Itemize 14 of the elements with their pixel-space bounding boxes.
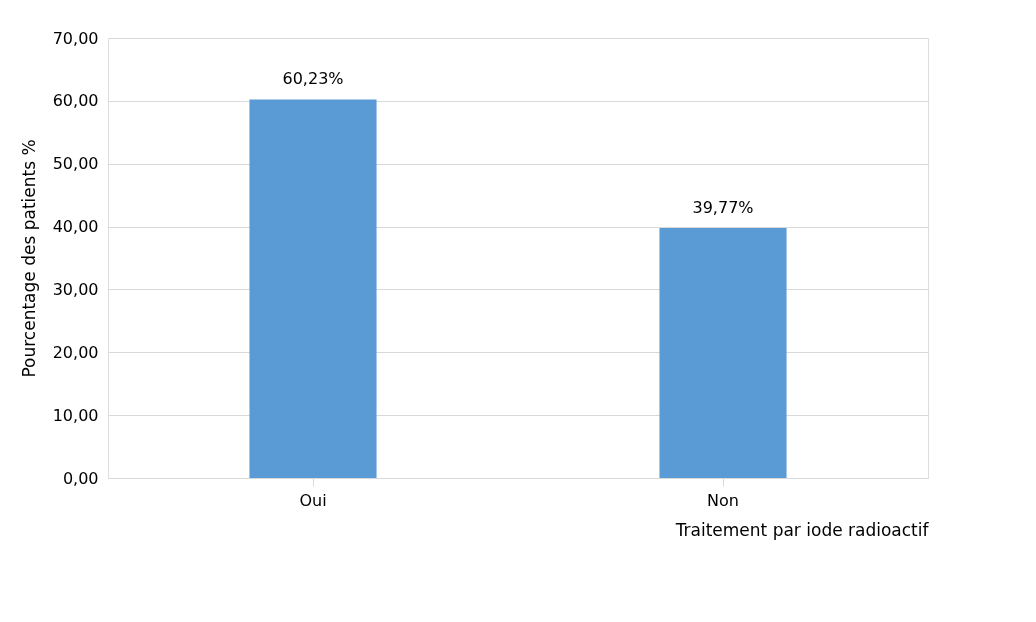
x-tick-label: Non: [707, 490, 739, 510]
y-tick-label: 40,00: [52, 217, 99, 237]
y-tick-label: 60,00: [52, 91, 99, 111]
y-tick-label: 20,00: [52, 342, 99, 362]
y-tick-label: 50,00: [52, 154, 99, 174]
data-label: 60,23%: [282, 69, 344, 89]
y-tick-label: 30,00: [52, 279, 99, 299]
y-axis-title: Pourcentage des patients %: [18, 139, 39, 378]
y-tick-label: 10,00: [52, 405, 99, 425]
y-tick-label: 0,00: [62, 468, 99, 488]
data-label: 39,77%: [692, 198, 754, 218]
x-tick-label: Oui: [299, 490, 327, 510]
x-axis-title: Traitement par iode radioactif: [674, 519, 930, 540]
y-tick-label: 70,00: [52, 28, 99, 48]
